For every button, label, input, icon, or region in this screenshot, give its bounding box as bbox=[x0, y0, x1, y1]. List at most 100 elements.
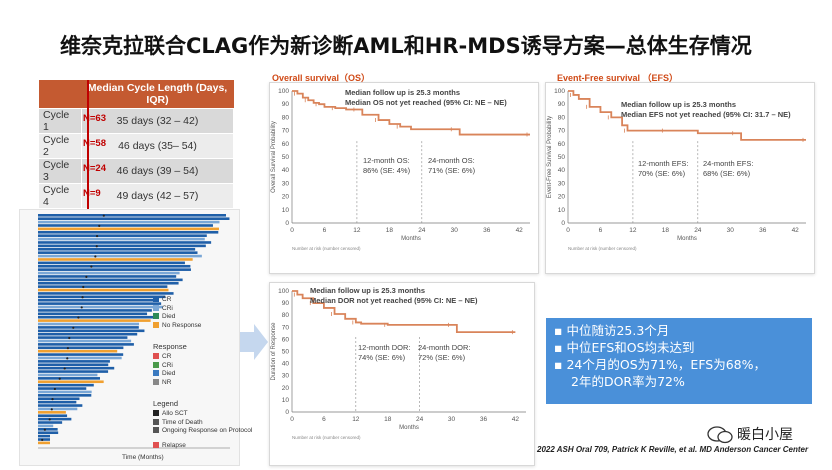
y-tick-label: 90 bbox=[558, 101, 566, 108]
swimmer-bar bbox=[38, 237, 205, 241]
legend-swatch bbox=[153, 321, 159, 328]
swimmer-marker bbox=[102, 214, 105, 217]
dor-24m-value: 72% (SE: 6%) bbox=[418, 353, 466, 362]
swimmer-legend-item: Relapse bbox=[153, 442, 186, 449]
swimmer-plot-canvas bbox=[38, 214, 230, 449]
swimmer-bar bbox=[38, 363, 109, 367]
legend-swatch bbox=[153, 370, 159, 377]
swimmer-bar bbox=[38, 370, 109, 373]
swimmer-bar bbox=[38, 434, 50, 438]
swimmer-bar bbox=[38, 295, 166, 299]
swimmer-bar bbox=[38, 247, 196, 251]
swimmer-bar bbox=[38, 411, 66, 414]
swimmer-legend-item: CRi bbox=[153, 305, 173, 312]
swimmer-bar bbox=[38, 387, 87, 390]
swimmer-bar bbox=[38, 230, 219, 234]
y-tick-label: 20 bbox=[558, 194, 566, 201]
y-tick-label: 70 bbox=[282, 128, 290, 135]
cycle-cell: Cycle 3 N=24 bbox=[38, 158, 106, 184]
swimmer-bar bbox=[38, 417, 72, 421]
swimmer-bar bbox=[38, 258, 193, 261]
swimmer-marker bbox=[85, 275, 88, 278]
legend-swatch bbox=[153, 442, 159, 449]
efs-24m-label: 24-month EFS: bbox=[703, 159, 754, 168]
y-tick-label: 30 bbox=[282, 373, 290, 380]
y-axis-label: Overall Survival Probability bbox=[271, 121, 277, 193]
table-row: Cycle 2 N=58 46 days (35– 54) bbox=[38, 133, 234, 159]
x-tick-label: 42 bbox=[516, 227, 524, 234]
swimmer-bar bbox=[38, 278, 183, 282]
efs-panel: 0 10 20 30 40 50 60 70 80 90 100 0 6 12 18 24 30 36 42 Mont… bbox=[545, 82, 815, 274]
y-tick-label: 40 bbox=[558, 167, 566, 174]
y-tick-label: 100 bbox=[278, 88, 289, 95]
swimmer-bar bbox=[38, 254, 202, 258]
y-axis-label: Event-Free Survival Probability bbox=[547, 116, 553, 198]
dor-note-2: Median DOR not yet reached (95% CI: NE –… bbox=[310, 296, 478, 305]
swimmer-bar bbox=[38, 424, 54, 428]
efs-note-1: Median follow up is 25.3 months bbox=[621, 100, 737, 109]
dor-24m-label: 24-month DOR: bbox=[418, 343, 471, 352]
swimmer-bar bbox=[38, 251, 198, 254]
swimmer-marker bbox=[50, 408, 53, 411]
x-tick-label: 0 bbox=[290, 416, 294, 423]
swimmer-marker bbox=[82, 285, 85, 289]
swimmer-bar bbox=[38, 366, 115, 370]
x-axis-label: Months bbox=[399, 425, 419, 431]
swimmer-bar bbox=[38, 346, 124, 350]
swimmer-marker bbox=[90, 265, 93, 268]
os-note-2: Median OS not yet reached (95% CI: NE – … bbox=[345, 98, 507, 107]
cycle-n-count: N=58 bbox=[83, 138, 106, 149]
swimmer-bar bbox=[38, 332, 138, 336]
swimmer-bar bbox=[38, 343, 134, 346]
swimmer-bar bbox=[38, 241, 212, 244]
cycle-n-count: N=63 bbox=[83, 113, 106, 124]
swimmer-marker bbox=[77, 316, 80, 319]
swimmer-marker bbox=[51, 398, 54, 401]
summary-bullet: ▪ 中位EFS和OS均未达到 bbox=[554, 340, 695, 355]
x-tick-label: 24 bbox=[418, 227, 426, 234]
os-12m-value: 86% (SE: 4%) bbox=[363, 166, 411, 175]
swimmer-bar bbox=[38, 298, 157, 302]
x-tick-label: 18 bbox=[662, 227, 670, 234]
cycle-label: Cycle 2 bbox=[43, 134, 70, 158]
efs-12m-label: 12-month EFS: bbox=[638, 159, 689, 168]
efs-24m-value: 68% (SE: 6%) bbox=[703, 169, 751, 178]
y-tick-label: 0 bbox=[285, 409, 289, 416]
swimmer-legend-item: Time of Death bbox=[153, 419, 203, 426]
swimmer-marker bbox=[80, 306, 83, 309]
swimmer-bar bbox=[38, 264, 191, 268]
x-tick-label: 36 bbox=[483, 227, 491, 234]
km-curve bbox=[292, 290, 516, 334]
os-panel-title: Overall survival（OS） bbox=[272, 73, 371, 83]
swimmer-bar bbox=[38, 322, 140, 326]
summary-continuation: 2年的DOR率为72% bbox=[571, 374, 685, 389]
swimmer-bar bbox=[38, 261, 185, 265]
os-note-1: Median follow up is 25.3 months bbox=[345, 88, 461, 97]
os-panel: 0 10 20 30 40 50 60 70 80 90 100 0 6 12 18 24 30 36 42 Mont… bbox=[269, 82, 539, 274]
swimmer-bar bbox=[38, 217, 230, 220]
swimmer-marker bbox=[63, 367, 66, 370]
legend-swatch bbox=[153, 427, 159, 434]
y-tick-label: 40 bbox=[282, 167, 290, 174]
y-tick-label: 10 bbox=[282, 397, 290, 404]
legend-swatch bbox=[153, 378, 159, 385]
y-tick-label: 100 bbox=[278, 288, 289, 295]
right-arrow-icon bbox=[240, 324, 268, 360]
cycle-label: Cycle 4 bbox=[43, 184, 70, 208]
swimmer-legend-item: CR bbox=[153, 353, 171, 360]
legend-label: CR bbox=[162, 353, 172, 360]
efs-panel-title: Event-Free survival （EFS） bbox=[557, 73, 679, 83]
os-km-chart: 0 10 20 30 40 50 60 70 80 90 100 0 6 12 18 24 30 36 42 Mont… bbox=[271, 88, 530, 251]
y-tick-label: 50 bbox=[558, 154, 566, 161]
swimmer-bar bbox=[38, 275, 177, 278]
y-axis-label: Duration of Response bbox=[271, 322, 277, 381]
legend-label: Died bbox=[162, 313, 176, 320]
legend-label: Time of Death bbox=[162, 418, 203, 426]
swimmer-marker bbox=[43, 428, 46, 431]
legend-swatch bbox=[153, 313, 159, 320]
swimmer-bar bbox=[38, 227, 219, 231]
y-tick-label: 60 bbox=[282, 336, 290, 343]
swimmer-legend-item: No Response bbox=[153, 322, 201, 329]
x-axis-label: Months bbox=[401, 236, 421, 242]
legend-label: NR bbox=[162, 378, 172, 386]
